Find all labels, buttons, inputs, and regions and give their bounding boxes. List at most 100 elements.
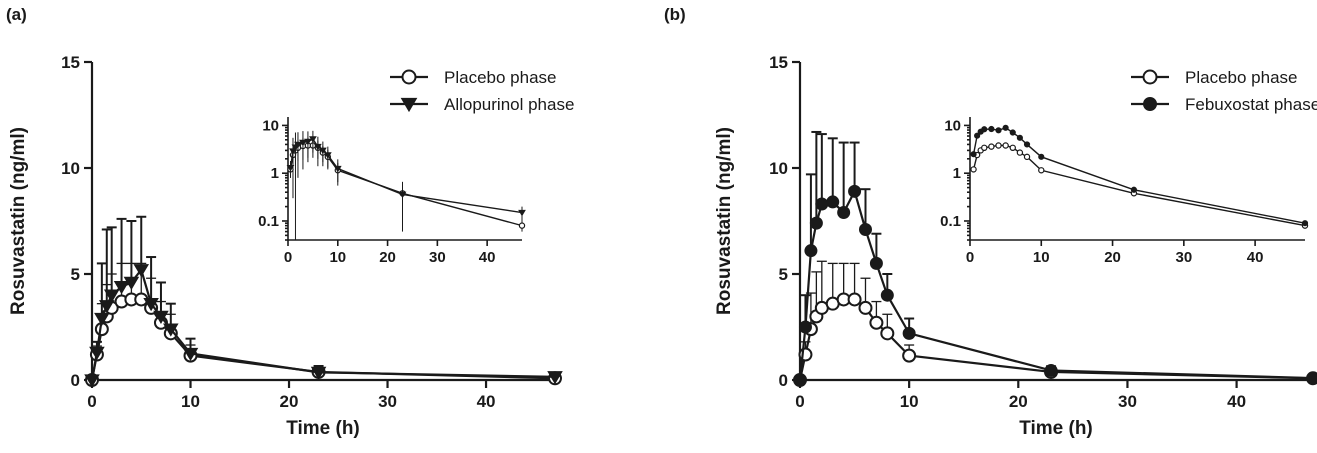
inset-data-point (1131, 187, 1136, 192)
inset-chart: 0.1 1 10 0 10 20 30 40 (940, 117, 1307, 266)
panel-label: (b) (664, 5, 686, 24)
inset-x-tick-label: 10 (1033, 249, 1050, 266)
inset-data-point (996, 128, 1001, 133)
y-tick-label: 0 (71, 371, 80, 390)
inset-data-point (519, 223, 524, 228)
inset-data-point (1024, 154, 1029, 159)
data-point (794, 374, 806, 386)
x-tick-label: 40 (1227, 392, 1246, 411)
data-point (810, 217, 822, 229)
inset-x-tick-label: 0 (966, 249, 974, 266)
x-tick-label: 10 (900, 392, 919, 411)
data-point (881, 289, 893, 301)
x-tick-label: 20 (1009, 392, 1028, 411)
legend-marker (1144, 98, 1157, 111)
inset-x-tick-label: 40 (479, 249, 496, 266)
data-point (870, 317, 882, 329)
x-tick-label: 20 (280, 392, 299, 411)
inset-data-point (1024, 142, 1029, 147)
inset-y-tick-label: 1 (953, 165, 961, 182)
y-tick-label: 10 (61, 159, 80, 178)
inset-chart: 0.1 1 10 0 10 20 30 40 (258, 117, 525, 266)
data-point (849, 293, 861, 305)
inset-x-tick-label: 10 (329, 249, 346, 266)
y-axis-title: Rosuvastatin (ng/ml) (714, 127, 735, 315)
data-point (1307, 372, 1317, 384)
x-tick-label: 30 (1118, 392, 1137, 411)
inset-data-point (1003, 143, 1008, 148)
x-tick-label: 0 (87, 392, 96, 411)
inset-data-point (1302, 221, 1307, 226)
inset-series-2 (971, 125, 1308, 226)
data-point (881, 327, 893, 339)
data-point (827, 196, 839, 208)
series-2 (794, 132, 1317, 386)
x-axis-title: Time (h) (1019, 418, 1093, 439)
data-point (849, 185, 861, 197)
inset-x-tick-label: 20 (379, 249, 396, 266)
inset-data-point (1017, 135, 1022, 140)
inset-data-point (1039, 168, 1044, 173)
x-tick-label: 0 (795, 392, 804, 411)
y-tick-label: 15 (61, 53, 80, 72)
inset-y-tick-label: 10 (944, 117, 961, 134)
inset-data-point (1010, 145, 1015, 150)
inset-x-tick-label: 30 (429, 249, 446, 266)
inset-data-point (982, 145, 987, 150)
inset-data-point (996, 143, 1001, 148)
inset-series-2 (287, 131, 524, 240)
inset-data-point (982, 127, 987, 132)
inset-series-line (974, 128, 1305, 223)
data-point (903, 350, 915, 362)
inset-data-point (1010, 130, 1015, 135)
legend-marker (1144, 71, 1157, 84)
legend-label: Febuxostat phase (1185, 95, 1317, 114)
data-point (859, 223, 871, 235)
data-point (1045, 364, 1057, 376)
inset-y-tick-label: 10 (262, 117, 279, 134)
data-point (816, 198, 828, 210)
data-point (870, 257, 882, 269)
inset-x-tick-label: 30 (1175, 249, 1192, 266)
inset-data-point (1017, 150, 1022, 155)
x-tick-label: 30 (378, 392, 397, 411)
data-point (838, 207, 850, 219)
inset-series-1 (971, 143, 1308, 228)
inset-y-tick-label: 1 (271, 165, 279, 182)
data-point (903, 327, 915, 339)
y-tick-label: 10 (769, 159, 788, 178)
data-point (805, 245, 817, 257)
panel-label: (a) (6, 5, 27, 24)
x-axis-title: Time (h) (286, 418, 360, 439)
inset-data-point (1039, 154, 1044, 159)
inset-data-point (989, 144, 994, 149)
inset-data-point (989, 126, 994, 131)
inset-y-tick-label: 0.1 (940, 213, 961, 230)
y-tick-label: 5 (71, 265, 80, 284)
y-tick-label: 0 (779, 371, 788, 390)
legend-label: Placebo phase (444, 68, 556, 87)
legend-label: Placebo phase (1185, 68, 1297, 87)
data-point (799, 321, 811, 333)
inset-x-tick-label: 0 (284, 249, 292, 266)
legend-label: Allopurinol phase (444, 95, 574, 114)
data-point (859, 302, 871, 314)
y-axis-title: Rosuvastatin (ng/ml) (8, 127, 29, 315)
x-tick-label: 40 (477, 392, 496, 411)
series-line (800, 191, 1313, 380)
y-tick-label: 5 (779, 265, 788, 284)
x-tick-label: 10 (181, 392, 200, 411)
series-2 (85, 217, 562, 387)
legend-marker (403, 71, 416, 84)
inset-x-tick-label: 20 (1104, 249, 1121, 266)
y-tick-label: 15 (769, 53, 788, 72)
inset-data-point (1003, 125, 1008, 130)
inset-data-point (971, 152, 976, 157)
inset-data-point (971, 167, 976, 172)
inset-x-tick-label: 40 (1247, 249, 1264, 266)
inset-y-tick-label: 0.1 (258, 213, 279, 230)
